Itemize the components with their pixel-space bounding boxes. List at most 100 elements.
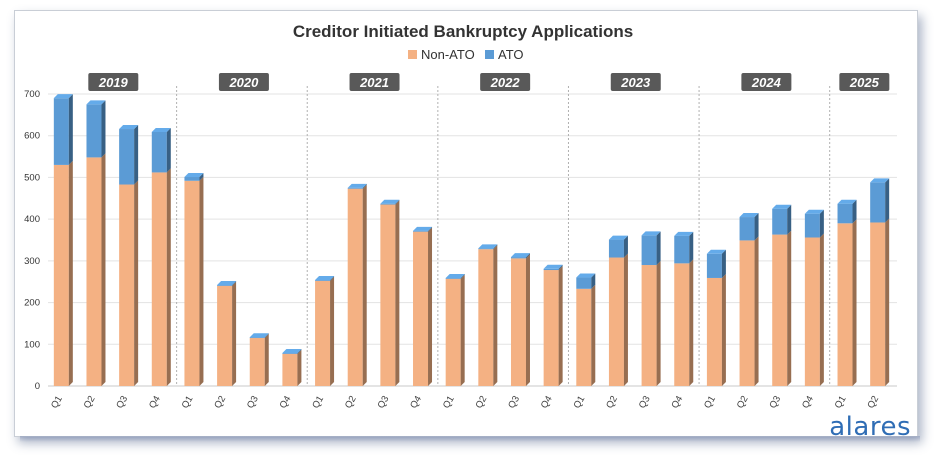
bar-top [347,183,367,188]
bar-ato-side [395,199,400,205]
bar-non-ato-side [362,184,367,386]
bar-non-ato [315,280,331,386]
bar-non-ato-side [754,236,759,386]
bar-stack [706,249,726,386]
bar-ato [347,187,363,189]
bar-top [804,209,824,214]
bar-top [151,127,171,132]
bar-top [445,273,465,278]
bar-non-ato-side [656,261,661,386]
y-tick-label: 500 [24,172,40,183]
year-label: 2019 [98,75,129,90]
bar-ato [804,213,820,238]
bar-ato-side [68,94,73,165]
bar-non-ato [478,249,494,386]
bar-stack [608,235,628,386]
x-tick-label: Q3 [376,394,392,410]
bar-top [119,125,139,130]
bar-ato [478,248,494,250]
bar-top [543,264,563,269]
x-tick-label: Q2 [82,394,98,410]
bar-ato-side [558,264,563,271]
x-tick-label: Q2 [343,394,359,410]
bar-ato [151,131,167,173]
year-badges: 2019 2020 2021 2022 2023 2024 2025 [88,73,890,91]
bar-non-ato [249,338,265,386]
bar-non-ato-side [68,160,73,386]
year-badge [349,73,400,91]
x-tick-label: Q2 [735,394,751,410]
bar-non-ato-side [623,253,628,386]
bar-non-ato-side [264,334,269,386]
x-tick-label: Q1 [702,394,718,410]
bar-non-ato-side [330,276,335,386]
year-badge [839,73,890,91]
year-badge [218,73,269,91]
bar-ato-side [819,209,824,238]
bar-ato [119,129,135,185]
x-tick-label: Q3 [245,394,261,410]
bar-stack [445,273,465,386]
bar-non-ato [837,223,853,386]
bar-top [282,349,302,354]
bar-non-ato [739,240,755,386]
bar-non-ato [641,265,657,386]
x-tick-label: Q2 [604,394,620,410]
chart-title: Creditor Initiated Bankruptcy Applicatio… [293,22,633,41]
bar-ato-side [297,349,302,354]
bar-stack [837,199,857,386]
gridlines [48,93,897,387]
year-separators [176,86,831,386]
bar-non-ato-side [101,153,106,386]
year-label: 2025 [849,75,880,90]
bar-non-ato-side [819,233,824,386]
x-tick-label: Q3 [506,394,522,410]
x-tick-label: Q4 [147,394,163,410]
bar-ato [772,208,788,235]
x-tick-label: Q4 [539,394,555,410]
bar-top [870,178,890,183]
bar-non-ato-side [852,219,857,386]
alares-logo: alares [829,412,911,442]
bar-ato [413,230,429,232]
y-tick-label: 700 [24,89,40,100]
bar-top [837,199,857,204]
bar-non-ato-side [721,273,726,386]
bar-ato-side [134,125,139,185]
bar-non-ato [608,257,624,386]
bar-stack [543,264,563,386]
year-badge [610,73,661,91]
y-tick-label: 300 [24,256,40,267]
bar-stack [217,281,237,386]
bar-stack [119,125,139,386]
year-label: 2020 [228,75,259,90]
bar-ato-side [493,244,498,250]
bar-non-ato-side [297,349,302,386]
bar-non-ato [510,258,526,386]
year-badge [741,73,792,91]
bar-stack [772,204,792,386]
bar-ato-side [623,235,628,258]
x-tick-label: Q1 [310,394,326,410]
bar-top [315,276,335,281]
y-tick-label: 600 [24,131,40,142]
bar-non-ato [772,234,788,386]
bar-top [576,273,596,278]
bar-ato [641,235,657,266]
bar-ato [282,353,298,354]
bar-ato-side [166,127,171,173]
x-tick-label: Q3 [637,394,653,410]
bar-non-ato-side [525,254,530,386]
bar-non-ato [870,222,886,386]
bar-non-ato-side [134,180,139,386]
bar-top [641,231,661,236]
bar-top [53,94,73,99]
bar-ato [380,203,396,205]
bar-ato [608,239,624,258]
legend-swatch-ato [485,50,494,59]
bar-ato [249,337,265,339]
bar-ato-side [460,273,465,279]
bar-non-ato [151,172,167,386]
bar-stack [641,231,661,386]
bar-ato-side [362,183,367,189]
